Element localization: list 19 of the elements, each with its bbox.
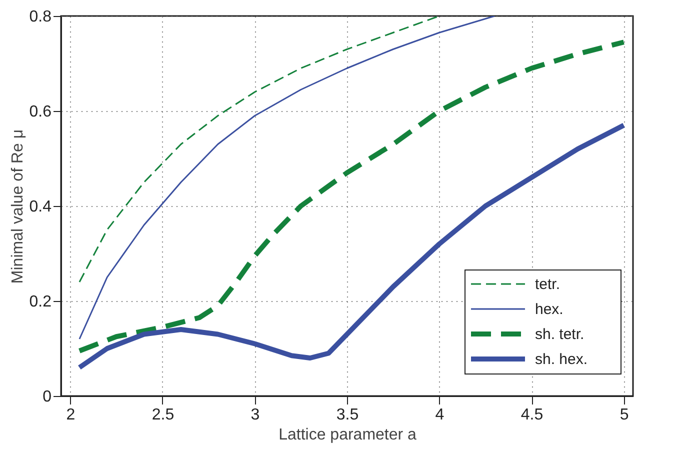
- x-tick-label: 4: [435, 406, 444, 424]
- legend-label: tetr.: [535, 276, 560, 293]
- y-tick-label: 0.2: [29, 294, 52, 310]
- x-tick-label: 2.5: [152, 406, 174, 424]
- x-axis-title: Lattice parameter a: [278, 426, 417, 444]
- x-tick-label: 4.5: [520, 406, 544, 424]
- x-tick-label: 3: [250, 406, 260, 424]
- legend-label: sh. tetr.: [535, 326, 584, 343]
- y-tick-label: 0.8: [29, 8, 52, 26]
- y-axis-title: Minimal value of Re μ: [9, 129, 26, 284]
- legend-label: sh. hex.: [535, 351, 588, 368]
- x-tick-label: 2: [66, 406, 76, 424]
- x-tick-label: 5: [620, 406, 629, 424]
- legend-label: hex.: [535, 301, 564, 318]
- y-tick-label: 0: [42, 388, 52, 406]
- y-tick-label: 0.6: [29, 104, 52, 120]
- line-series: [78, 16, 496, 340]
- x-tick-label: 3.5: [336, 406, 359, 424]
- y-tick-label: 0.4: [29, 198, 52, 216]
